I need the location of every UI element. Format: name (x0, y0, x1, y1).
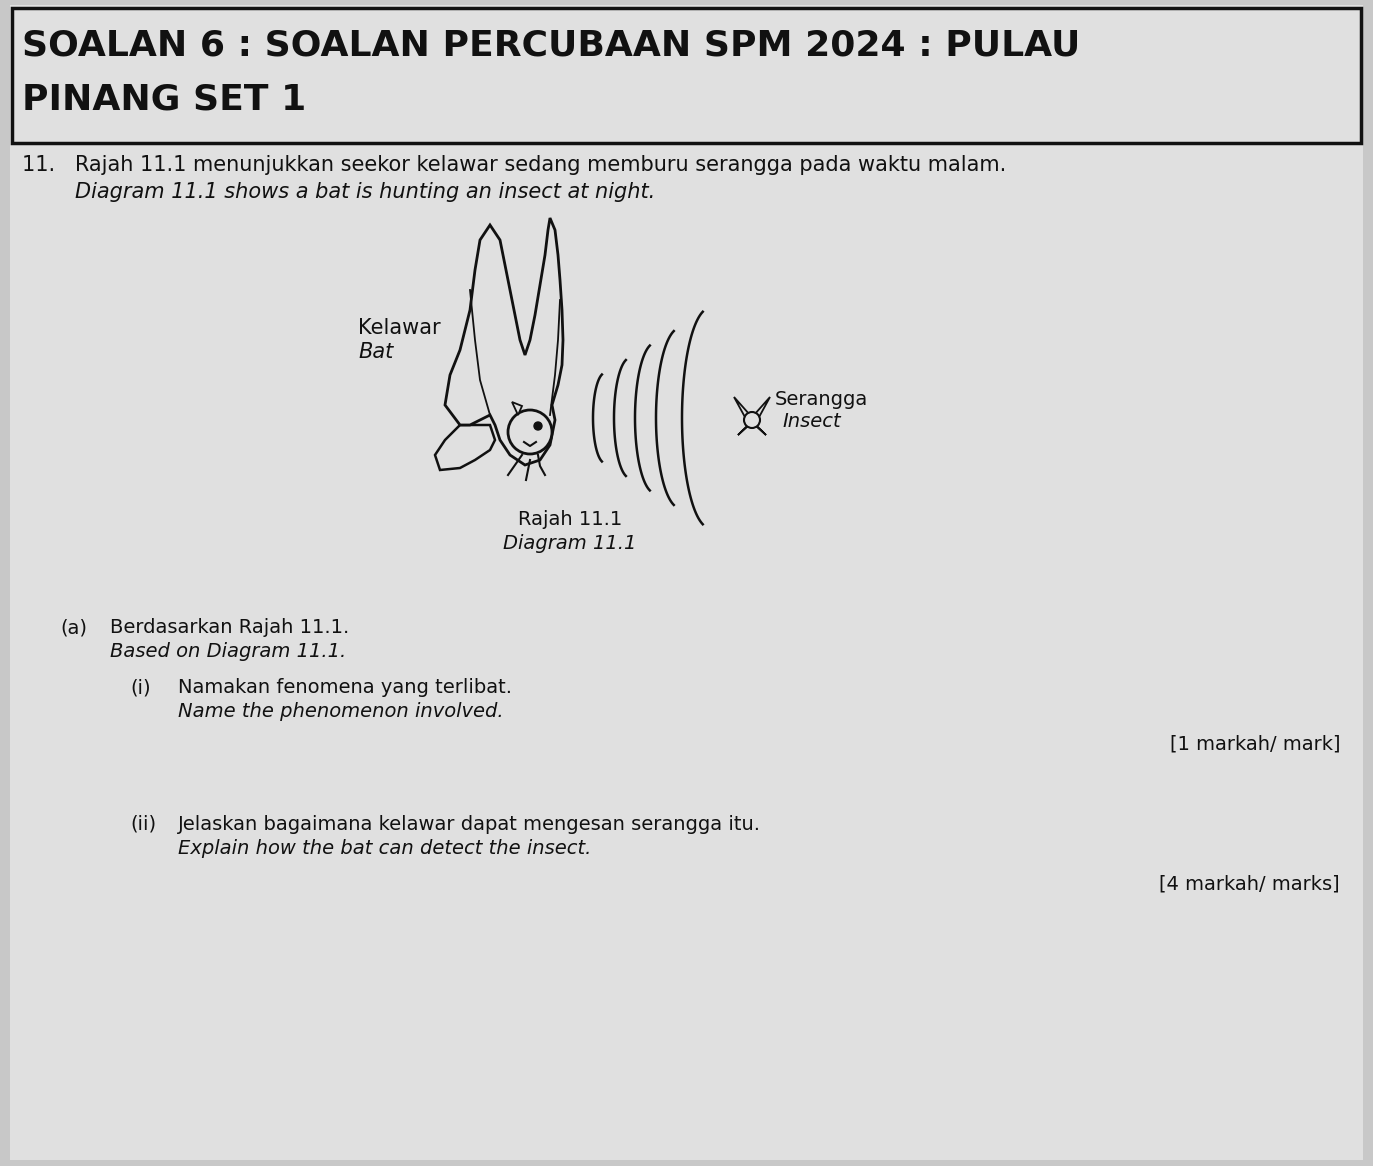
Circle shape (508, 410, 552, 454)
Text: Name the phenomenon involved.: Name the phenomenon involved. (178, 702, 504, 721)
Text: Based on Diagram 11.1.: Based on Diagram 11.1. (110, 642, 346, 661)
Text: Bat: Bat (358, 342, 393, 361)
Text: PINANG SET 1: PINANG SET 1 (22, 82, 306, 115)
Text: SOALAN 6 : SOALAN PERCUBAAN SPM 2024 : PULAU: SOALAN 6 : SOALAN PERCUBAAN SPM 2024 : P… (22, 28, 1081, 62)
Circle shape (534, 422, 542, 430)
Text: Jelaskan bagaimana kelawar dapat mengesan serangga itu.: Jelaskan bagaimana kelawar dapat mengesa… (178, 815, 761, 834)
Text: Diagram 11.1 shows a bat is hunting an insect at night.: Diagram 11.1 shows a bat is hunting an i… (22, 182, 655, 202)
Polygon shape (512, 402, 522, 415)
Text: Diagram 11.1: Diagram 11.1 (504, 534, 637, 553)
Text: (i): (i) (130, 677, 151, 697)
Polygon shape (739, 423, 750, 435)
Polygon shape (445, 218, 563, 465)
Text: [1 markah/ mark]: [1 markah/ mark] (1170, 735, 1340, 754)
Text: Insect: Insect (783, 412, 840, 431)
Polygon shape (435, 424, 496, 470)
Bar (12, 8, 1361, 143)
Text: Serangga: Serangga (774, 389, 868, 409)
Text: [4 markah/ marks]: [4 markah/ marks] (1159, 874, 1340, 894)
Polygon shape (754, 423, 766, 435)
Text: (a): (a) (60, 618, 86, 637)
Text: Explain how the bat can detect the insect.: Explain how the bat can detect the insec… (178, 840, 592, 858)
Polygon shape (735, 396, 750, 419)
Text: (ii): (ii) (130, 815, 157, 834)
Text: Rajah 11.1: Rajah 11.1 (518, 510, 622, 529)
Text: Namakan fenomena yang terlibat.: Namakan fenomena yang terlibat. (178, 677, 512, 697)
Text: Kelawar: Kelawar (358, 318, 441, 338)
Polygon shape (754, 396, 770, 419)
Text: 11.   Rajah 11.1 menunjukkan seekor kelawar sedang memburu serangga pada waktu m: 11. Rajah 11.1 menunjukkan seekor kelawa… (22, 155, 1006, 175)
Circle shape (744, 412, 761, 428)
Text: Berdasarkan Rajah 11.1.: Berdasarkan Rajah 11.1. (110, 618, 349, 637)
